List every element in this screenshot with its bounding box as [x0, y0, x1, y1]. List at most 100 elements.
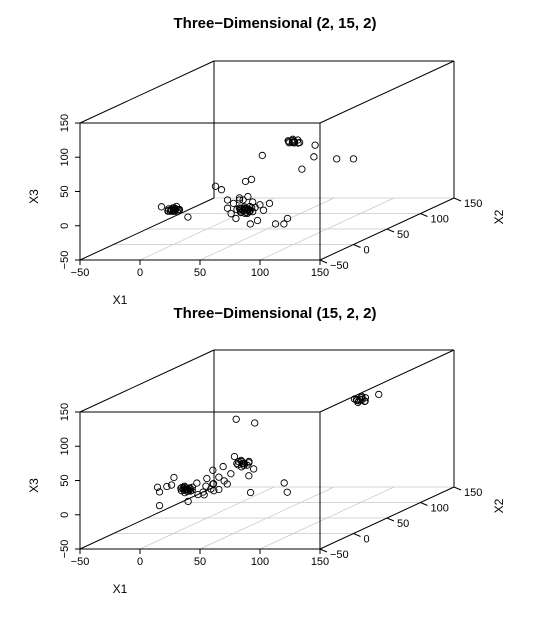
data-point [361, 397, 369, 405]
data-point [249, 465, 258, 473]
x2-tick-label: 0 [364, 534, 370, 546]
data-point [283, 488, 291, 496]
data-point [155, 501, 164, 510]
data-point [284, 137, 292, 145]
box-edge [79, 349, 215, 413]
data-point [223, 480, 231, 488]
data-point [333, 155, 341, 163]
data-point [265, 199, 274, 208]
data-point [246, 220, 254, 228]
x2-tick-label: 100 [431, 503, 449, 515]
data-point [311, 141, 319, 149]
data-point [310, 153, 318, 161]
x1-axis-label: X1 [113, 582, 128, 596]
scatter3d-panel-top: Three−Dimensional (2, 15, 2) −50 0 50 100 150… [27, 15, 506, 307]
x3-tick-label: −50 [59, 540, 71, 559]
data-point [251, 419, 259, 427]
x2-tick-label: 50 [397, 229, 409, 241]
x1-tick-label: 100 [251, 556, 269, 568]
x2-tick [420, 502, 428, 506]
data-point [294, 139, 302, 147]
data-point [219, 462, 227, 471]
data-point [230, 452, 239, 461]
data-point [211, 182, 220, 190]
x2-tick-label: −50 [330, 260, 349, 272]
x2-tick-label: 150 [464, 487, 482, 499]
data-point [186, 485, 194, 493]
data-point [241, 177, 250, 186]
data-point [167, 481, 176, 489]
data-point [209, 466, 217, 474]
box-edge [79, 60, 215, 124]
x2-tick [453, 197, 462, 202]
x3-axis-label: X3 [27, 478, 41, 493]
x2-tick [353, 244, 361, 248]
data-point [251, 203, 259, 212]
data-point [164, 207, 172, 215]
x3-tick-label: 50 [59, 474, 71, 486]
data-point [240, 203, 248, 211]
x3-tick-label: 100 [59, 148, 71, 166]
data-point [184, 213, 192, 221]
data-point [217, 186, 226, 194]
x1-tick-label: 150 [311, 267, 329, 279]
x1-axis-label: X1 [113, 293, 128, 307]
data-point [170, 473, 178, 482]
data-point [280, 220, 288, 228]
chart-title: Three−Dimensional (15, 2, 2) [174, 305, 377, 322]
data-point [233, 459, 241, 468]
data-point [245, 208, 253, 216]
x3-tick-label: 0 [59, 512, 71, 518]
data-point [238, 460, 246, 468]
data-point [203, 474, 211, 483]
x2-tick [453, 486, 462, 491]
x2-tick [420, 213, 428, 217]
x2-tick [319, 259, 328, 264]
x3-tick-label: 0 [59, 223, 71, 229]
data-point [240, 460, 249, 468]
x1-tick-label: 50 [194, 267, 206, 279]
data-point [223, 196, 232, 204]
data-point [155, 488, 164, 496]
data-point [215, 473, 223, 481]
x3-axis-label: X3 [27, 189, 41, 204]
data-point [271, 220, 280, 228]
box-edge [79, 486, 215, 550]
x1-tick-label: 0 [137, 556, 143, 568]
data-point [235, 196, 244, 204]
data-point [235, 204, 244, 212]
data-point [153, 483, 162, 491]
data-point [243, 209, 252, 218]
data-point [280, 479, 288, 487]
data-point [227, 470, 235, 478]
data-point [227, 210, 235, 218]
x1-tick-label: −50 [71, 267, 90, 279]
x2-axis-label: X2 [492, 498, 506, 513]
data-point [184, 497, 192, 506]
data-point [235, 194, 244, 202]
data-point [246, 488, 255, 497]
data-point [258, 151, 266, 160]
x3-tick-label: 150 [59, 403, 71, 421]
data-point [349, 155, 358, 163]
data-point [361, 394, 370, 402]
data-point [350, 395, 359, 403]
x1-tick-label: −50 [71, 556, 90, 568]
data-point [289, 135, 297, 143]
x3-tick-label: 150 [59, 114, 71, 132]
data-point [298, 165, 306, 173]
data-point [232, 415, 240, 423]
box-edge [319, 349, 455, 413]
chart-title: Three−Dimensional (2, 15, 2) [174, 15, 377, 32]
box-edge [319, 60, 455, 124]
x1-tick-label: 100 [251, 267, 269, 279]
data-point [239, 196, 247, 204]
x3-tick-label: −50 [59, 251, 71, 270]
x1-tick-label: 50 [194, 556, 206, 568]
data-point [200, 491, 208, 499]
x2-tick-label: 50 [397, 518, 409, 530]
x2-tick-label: 100 [431, 214, 449, 226]
data-point [259, 206, 268, 214]
data-point [245, 472, 253, 480]
